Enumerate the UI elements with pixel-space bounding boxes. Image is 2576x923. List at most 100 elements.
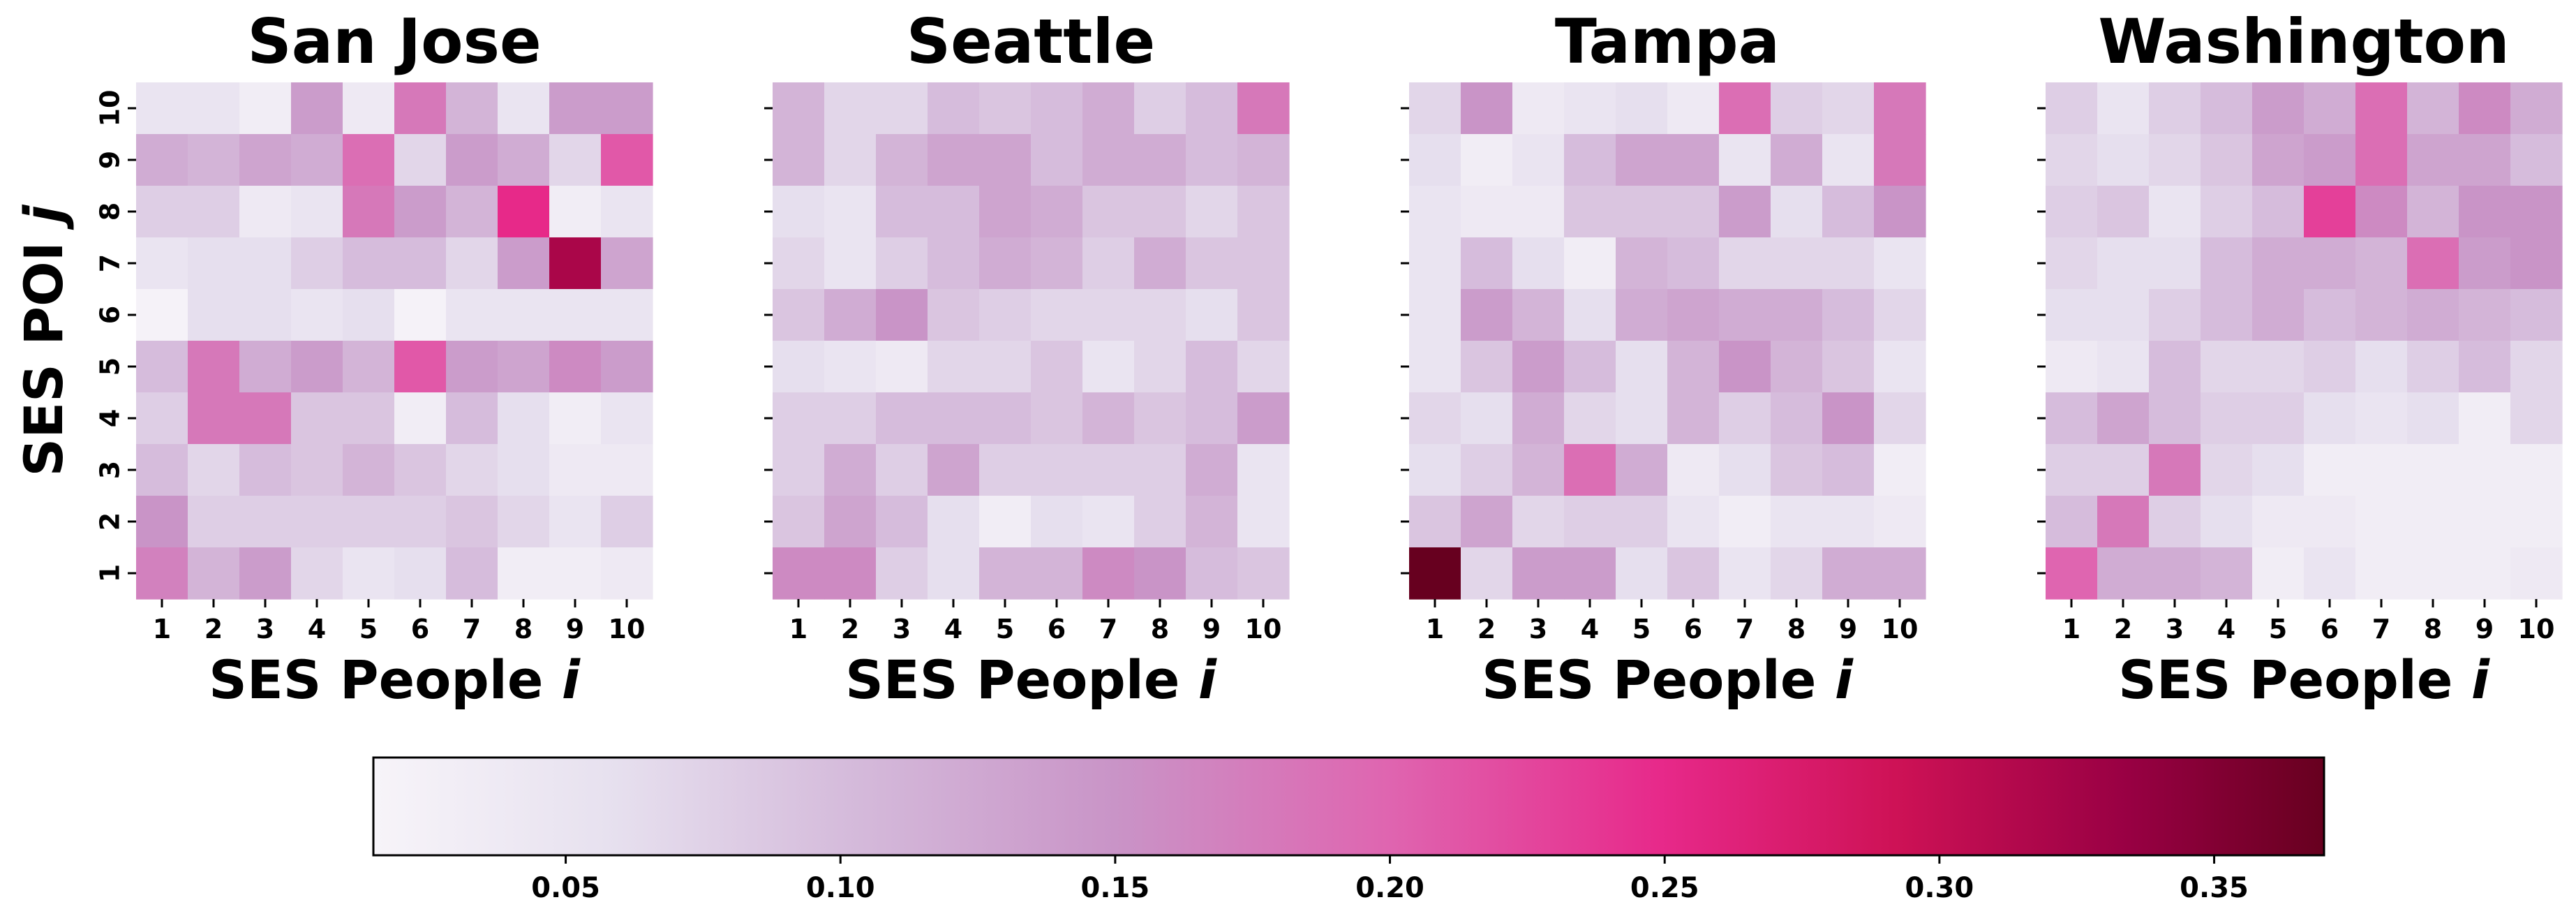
heatmap-cell xyxy=(2046,341,2098,393)
heatmap-cell xyxy=(1186,134,1238,186)
heatmap-cell xyxy=(1719,547,1771,600)
heatmap-cell xyxy=(343,444,395,496)
heatmap-cell xyxy=(1822,392,1875,445)
heatmap-cell xyxy=(188,392,240,445)
heatmap-cell xyxy=(1031,496,1083,548)
heatmap-cell xyxy=(1771,186,1823,238)
heatmap-cell xyxy=(824,237,877,290)
heatmap-cell xyxy=(136,444,188,496)
x-tick-label: 1 xyxy=(1426,614,1444,644)
heatmap-cell xyxy=(1874,392,1926,445)
heatmap-cell xyxy=(1461,392,1513,445)
heatmap-cell xyxy=(1082,341,1135,393)
heatmap-cell xyxy=(1186,341,1238,393)
colorbar-tick-label: 0.15 xyxy=(1081,872,1150,904)
heatmap-cell xyxy=(1667,134,1720,186)
heatmap-cell xyxy=(498,289,550,341)
heatmap-cell xyxy=(1409,496,1461,548)
heatmap-panel-washington: Washington 1 2 3 4 5 6 7 8 9 10 SES People i xyxy=(2037,6,2563,711)
y-tick-marks xyxy=(764,107,773,575)
heatmap-cell xyxy=(773,289,825,341)
heatmap-cell xyxy=(549,134,602,186)
heatmap-cell xyxy=(1719,82,1771,135)
heatmap-cell xyxy=(2252,392,2305,445)
heatmap-cell xyxy=(291,289,343,341)
heatmap-cell xyxy=(394,547,447,600)
axis-variable: j xyxy=(13,205,75,230)
heatmap-cell xyxy=(1822,186,1875,238)
heatmap-cell xyxy=(773,341,825,393)
heatmap-cell xyxy=(876,341,928,393)
heatmap-cell xyxy=(2149,496,2201,548)
y-tick-label: 10 xyxy=(94,90,125,127)
x-tick-label: 8 xyxy=(1787,614,1806,644)
heatmap-cell xyxy=(188,82,240,135)
y-tick-marks xyxy=(1401,107,1409,575)
heatmap-cell xyxy=(928,134,980,186)
heatmap-cell xyxy=(773,547,825,600)
heatmap-cell xyxy=(2252,289,2305,341)
heatmap-cell xyxy=(2510,341,2563,393)
colorbar-tick-label: 0.30 xyxy=(1905,872,1974,904)
heatmap-cell xyxy=(498,547,550,600)
heatmap-cell xyxy=(394,237,447,290)
heatmap-cell xyxy=(2355,237,2408,290)
heatmap-panel-tampa: Tampa 1 2 3 4 5 6 7 8 9 10 SES People i xyxy=(1401,6,1926,711)
heatmap-cell xyxy=(2097,444,2150,496)
heatmap-cell xyxy=(2355,444,2408,496)
heatmap-cell xyxy=(824,341,877,393)
heatmap-cell xyxy=(291,237,343,290)
heatmap-cell xyxy=(2304,134,2356,186)
x-tick-label: 9 xyxy=(1203,614,1221,644)
heatmap-cell xyxy=(1512,289,1565,341)
y-axis-label: SES POI j xyxy=(13,205,75,477)
axis-variable: i xyxy=(2471,649,2490,711)
colorbar-tick-label: 0.35 xyxy=(2180,872,2249,904)
heatmap-cell xyxy=(2510,186,2563,238)
heatmap-cell xyxy=(979,237,1032,290)
heatmap-cell xyxy=(773,444,825,496)
heatmap-cell xyxy=(394,289,447,341)
heatmap-cell xyxy=(2046,547,2098,600)
heatmap-cell xyxy=(1512,547,1565,600)
x-tick-label: 1 xyxy=(153,614,171,644)
y-tick-label: 2 xyxy=(94,512,125,531)
heatmap-cell xyxy=(824,82,877,135)
heatmap-cell xyxy=(2510,289,2563,341)
panel-title: Tampa xyxy=(1555,6,1780,77)
heatmap-cell xyxy=(2355,547,2408,600)
heatmap-cell xyxy=(1461,496,1513,548)
heatmap-cell xyxy=(549,444,602,496)
heatmap-cells xyxy=(2046,82,2563,600)
heatmap-cell xyxy=(1461,547,1513,600)
heatmap-cell xyxy=(1031,237,1083,290)
x-axis-label: SES People i xyxy=(1482,649,1854,711)
heatmap-cell xyxy=(876,289,928,341)
heatmap-cell xyxy=(601,496,653,548)
heatmap-cell xyxy=(773,237,825,290)
heatmap-cell xyxy=(549,82,602,135)
heatmap-cell xyxy=(343,341,395,393)
heatmap-cell xyxy=(1186,82,1238,135)
heatmap-cell xyxy=(291,547,343,600)
heatmap-cell xyxy=(773,82,825,135)
x-tick-labels: 1 2 3 4 5 6 7 8 9 10 xyxy=(153,599,645,644)
heatmap-cell xyxy=(2304,341,2356,393)
heatmap-cell xyxy=(1616,237,1668,290)
x-tick-label: 4 xyxy=(2217,614,2235,644)
heatmap-cells xyxy=(1409,82,1926,600)
heatmap-cell xyxy=(1512,341,1565,393)
heatmap-cell xyxy=(2046,289,2098,341)
heatmap-cell xyxy=(2304,186,2356,238)
heatmap-cell xyxy=(2510,237,2563,290)
heatmap-cell xyxy=(2046,82,2098,135)
heatmap-cell xyxy=(2407,341,2459,393)
heatmap-cell xyxy=(1719,392,1771,445)
heatmap-cell xyxy=(824,186,877,238)
heatmap-cell xyxy=(2304,444,2356,496)
heatmap-cell xyxy=(2149,547,2201,600)
heatmap-cell xyxy=(1874,186,1926,238)
heatmap-cell xyxy=(1616,392,1668,445)
x-tick-label: 9 xyxy=(1839,614,1857,644)
colorbar-tick-label: 0.05 xyxy=(531,872,600,904)
